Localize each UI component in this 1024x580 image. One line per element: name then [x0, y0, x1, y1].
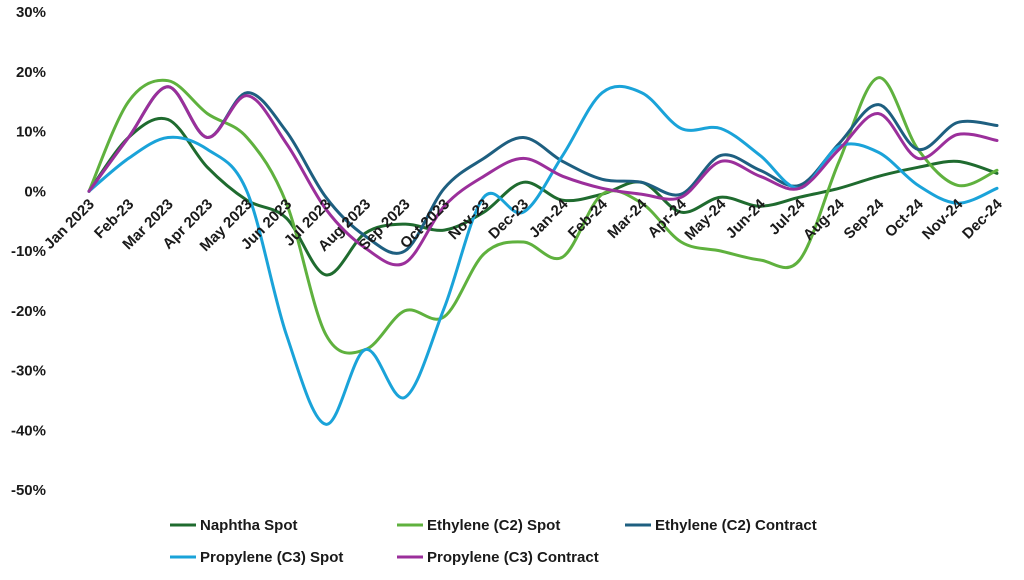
legend: Naphtha Spot Ethylene (C2) Spot Ethylene (…	[170, 517, 817, 566]
x-tick-label: Nov-23	[445, 196, 492, 243]
legend-label: Ethylene (C2) Spot	[427, 517, 560, 534]
series-line-4	[87, 85, 999, 426]
y-tick-label: -30%	[11, 363, 46, 380]
x-tick-label: Jan 2023	[41, 196, 98, 253]
series-line-1	[87, 116, 999, 277]
x-tick-label: Sep-24	[841, 195, 888, 242]
y-tick-label: -50%	[11, 482, 46, 499]
y-tick-label: -20%	[11, 303, 46, 320]
x-tick-label: Nov-24	[919, 195, 967, 243]
x-tick-label: Dec-23	[485, 196, 532, 243]
y-tick-label: 10%	[16, 124, 46, 141]
x-tick-label: Mar-24	[604, 195, 651, 242]
series-line-5	[87, 85, 999, 267]
y-tick-label: 0%	[24, 183, 46, 200]
y-tick-label: -10%	[11, 243, 46, 260]
y-axis-tick-labels: 30% 20% 10% 0% -10% -20% -30% -40% -50%	[11, 4, 46, 499]
y-tick-label: -40%	[11, 422, 46, 439]
legend-label: Ethylene (C2) Contract	[655, 517, 817, 534]
legend-label: Naphtha Spot	[200, 517, 298, 534]
y-tick-label: 30%	[16, 4, 46, 21]
x-tick-label: Feb-24	[565, 195, 612, 242]
legend-label: Propylene (C3) Spot	[200, 549, 343, 566]
legend-label: Propylene (C3) Contract	[427, 549, 599, 566]
y-tick-label: 20%	[16, 64, 46, 81]
plot-area	[87, 76, 999, 426]
